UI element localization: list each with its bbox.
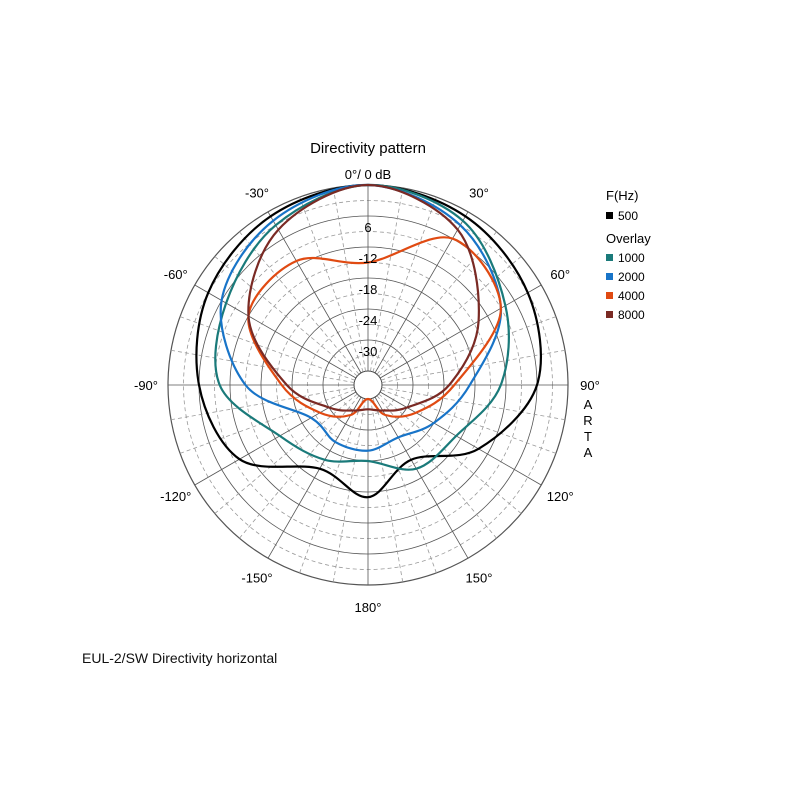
grid-spoke	[376, 395, 497, 539]
grid-spoke	[370, 187, 404, 372]
angle-label: -150°	[241, 570, 272, 585]
series-layer	[195, 183, 542, 499]
grid-spoke	[379, 391, 542, 486]
grid-spoke	[379, 284, 542, 379]
grid-spoke	[170, 349, 355, 383]
grid-spoke	[299, 398, 364, 574]
side-label-letter: R	[583, 413, 592, 428]
angle-label: 120°	[547, 489, 574, 504]
grid-spoke	[299, 196, 364, 372]
radial-tick-label: -18	[359, 282, 378, 297]
polar-grid	[167, 184, 569, 586]
grid-spoke	[332, 187, 366, 372]
grid-spoke	[372, 398, 437, 574]
series-line-500	[195, 183, 542, 499]
chart-caption: EUL-2/SW Directivity horizontal	[82, 650, 278, 666]
angle-label: -90°	[134, 378, 158, 393]
angle-label: -30°	[245, 186, 269, 201]
side-label-letter: A	[584, 397, 593, 412]
angle-label: 30°	[469, 186, 489, 201]
legend-item-1000: 1000	[618, 251, 645, 265]
side-label-letter: A	[584, 445, 593, 460]
grid-spoke	[267, 396, 362, 559]
grid-spoke	[239, 231, 360, 375]
grid-spoke	[332, 398, 366, 583]
radial-tick-label: 0°/ 0 dB	[345, 167, 391, 182]
angle-label: 60°	[550, 267, 570, 282]
legend-item-8000: 8000	[618, 308, 645, 322]
grid-spoke	[378, 393, 522, 514]
side-label-letter: T	[584, 429, 592, 444]
legend-swatch	[606, 311, 613, 318]
legend-swatch	[606, 273, 613, 280]
legend-item-4000: 4000	[618, 289, 645, 303]
grid-spoke	[374, 396, 469, 559]
grid-spoke	[381, 316, 557, 381]
labels-layer: 30° 60° 90° 120° 150° 180° -150° -120° -90° -60° -…	[134, 167, 600, 615]
legend-swatch	[606, 254, 613, 261]
radial-tick-label: 6	[364, 220, 371, 235]
series-line-8000	[247, 183, 480, 412]
grid-spoke	[381, 389, 557, 454]
grid-spoke	[381, 387, 566, 421]
grid-spoke	[170, 387, 355, 421]
radial-tick-label: -24	[359, 313, 378, 328]
angle-label: -60°	[164, 267, 188, 282]
legend-swatch	[606, 292, 613, 299]
angle-label: 90°	[580, 378, 600, 393]
grid-spoke	[267, 211, 362, 374]
grid-spoke	[370, 398, 404, 583]
grid-spoke	[214, 393, 358, 514]
legend-item-500: 500	[618, 209, 638, 223]
angle-label: 150°	[466, 570, 493, 585]
legend-swatch	[606, 212, 613, 219]
grid-spoke	[381, 349, 566, 383]
grid-spoke	[179, 316, 355, 381]
legend: F(Hz) 500 Overlay 1000 2000 4000 8000	[606, 188, 651, 322]
angle-label: -120°	[160, 489, 191, 504]
angle-label: 180°	[355, 600, 382, 615]
center-hole	[353, 370, 383, 400]
chart-title: Directivity pattern	[310, 140, 426, 157]
grid-spoke	[179, 389, 355, 454]
radial-tick-label: -30	[359, 344, 378, 359]
legend-overlay-header: Overlay	[606, 231, 651, 246]
grid-spoke	[372, 196, 437, 372]
legend-header: F(Hz)	[606, 188, 639, 203]
series-line-1000	[214, 183, 510, 471]
grid-spoke	[374, 211, 469, 374]
radial-tick-label: -12	[359, 251, 378, 266]
legend-item-2000: 2000	[618, 270, 645, 284]
